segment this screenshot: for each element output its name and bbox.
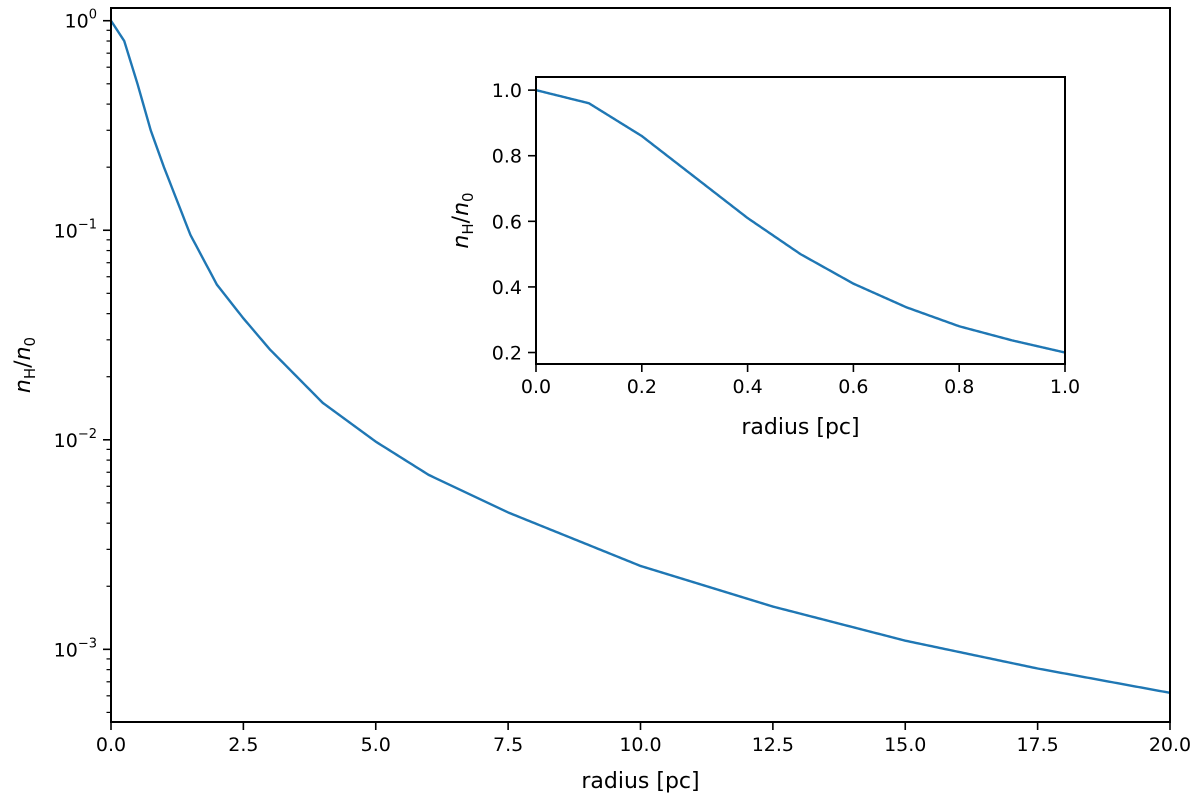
ylabel-sep: / bbox=[11, 360, 36, 368]
x-tick-label: 0.8 bbox=[944, 376, 974, 398]
x-tick-label: 7.5 bbox=[493, 734, 523, 756]
ylabel-den-sub: 0 bbox=[459, 192, 477, 202]
ylabel-var-sub: H bbox=[21, 368, 39, 379]
x-tick-label: 10.0 bbox=[619, 734, 661, 756]
y-axis-label: nH/n0 bbox=[449, 192, 477, 248]
plot-frame bbox=[535, 76, 1066, 365]
x-tick-label: 0.2 bbox=[627, 376, 657, 398]
y-tick-base: 10 bbox=[54, 220, 78, 242]
series-line-0 bbox=[535, 88, 1066, 354]
x-tick-label: 0.4 bbox=[732, 376, 762, 398]
y-axis-label: nH/n0 bbox=[11, 337, 39, 393]
x-tick-label: 2.5 bbox=[228, 734, 258, 756]
y-tick-label: 10−2 bbox=[54, 427, 97, 452]
x-tick-label: 0.0 bbox=[521, 376, 551, 398]
ylabel-var: n bbox=[449, 235, 474, 249]
inset-plot: 0.0 0.2 0.4 0.6 0.8 1.0 0.2 0.4 0.6 0.8 1.0 radius … bbox=[449, 76, 1080, 440]
y-tick-label: 0.6 bbox=[492, 211, 522, 233]
x-tick-label: 0.6 bbox=[838, 376, 868, 398]
y-tick-exp: −1 bbox=[78, 217, 97, 232]
y-tick-label: 10−3 bbox=[54, 636, 97, 661]
ylabel-var-sub: H bbox=[459, 223, 477, 234]
y-tick-label: 0.2 bbox=[492, 343, 522, 365]
y-tick-label: 1.0 bbox=[492, 80, 522, 102]
y-tick-label: 0.4 bbox=[492, 277, 522, 299]
y-tick-exp: −2 bbox=[78, 427, 97, 442]
x-axis-label: radius [pc] bbox=[741, 415, 859, 440]
x-tick-label: 17.5 bbox=[1016, 734, 1058, 756]
x-axis-label: radius [pc] bbox=[581, 769, 699, 794]
y-tick-label: 10−1 bbox=[54, 217, 97, 242]
main-plot: 0.0 2.5 5.0 7.5 10.0 12.5 15.0 17.5 20.010010−11… bbox=[11, 7, 1191, 794]
x-tick-label: 20.0 bbox=[1149, 734, 1191, 756]
y-tick-label: 0.8 bbox=[492, 146, 522, 168]
ylabel-den-sub: 0 bbox=[21, 337, 39, 347]
x-tick-label: 5.0 bbox=[361, 734, 391, 756]
ylabel-var: n bbox=[11, 379, 36, 393]
x-tick-label: 0.0 bbox=[96, 734, 126, 756]
y-tick-exp: 0 bbox=[89, 8, 97, 23]
y-tick-base: 10 bbox=[54, 430, 78, 452]
ylabel-den: n bbox=[449, 202, 474, 216]
x-tick-label: 15.0 bbox=[884, 734, 926, 756]
ylabel-sep: / bbox=[449, 215, 474, 223]
y-tick-base: 10 bbox=[54, 639, 78, 661]
x-tick-label: 1.0 bbox=[1050, 376, 1080, 398]
ylabel-den: n bbox=[11, 346, 36, 360]
y-tick-base: 10 bbox=[65, 11, 89, 33]
series-line-0 bbox=[109, 20, 1171, 695]
x-tick-label: 12.5 bbox=[752, 734, 794, 756]
y-tick-exp: −3 bbox=[78, 636, 97, 651]
y-tick-label: 100 bbox=[65, 8, 97, 33]
